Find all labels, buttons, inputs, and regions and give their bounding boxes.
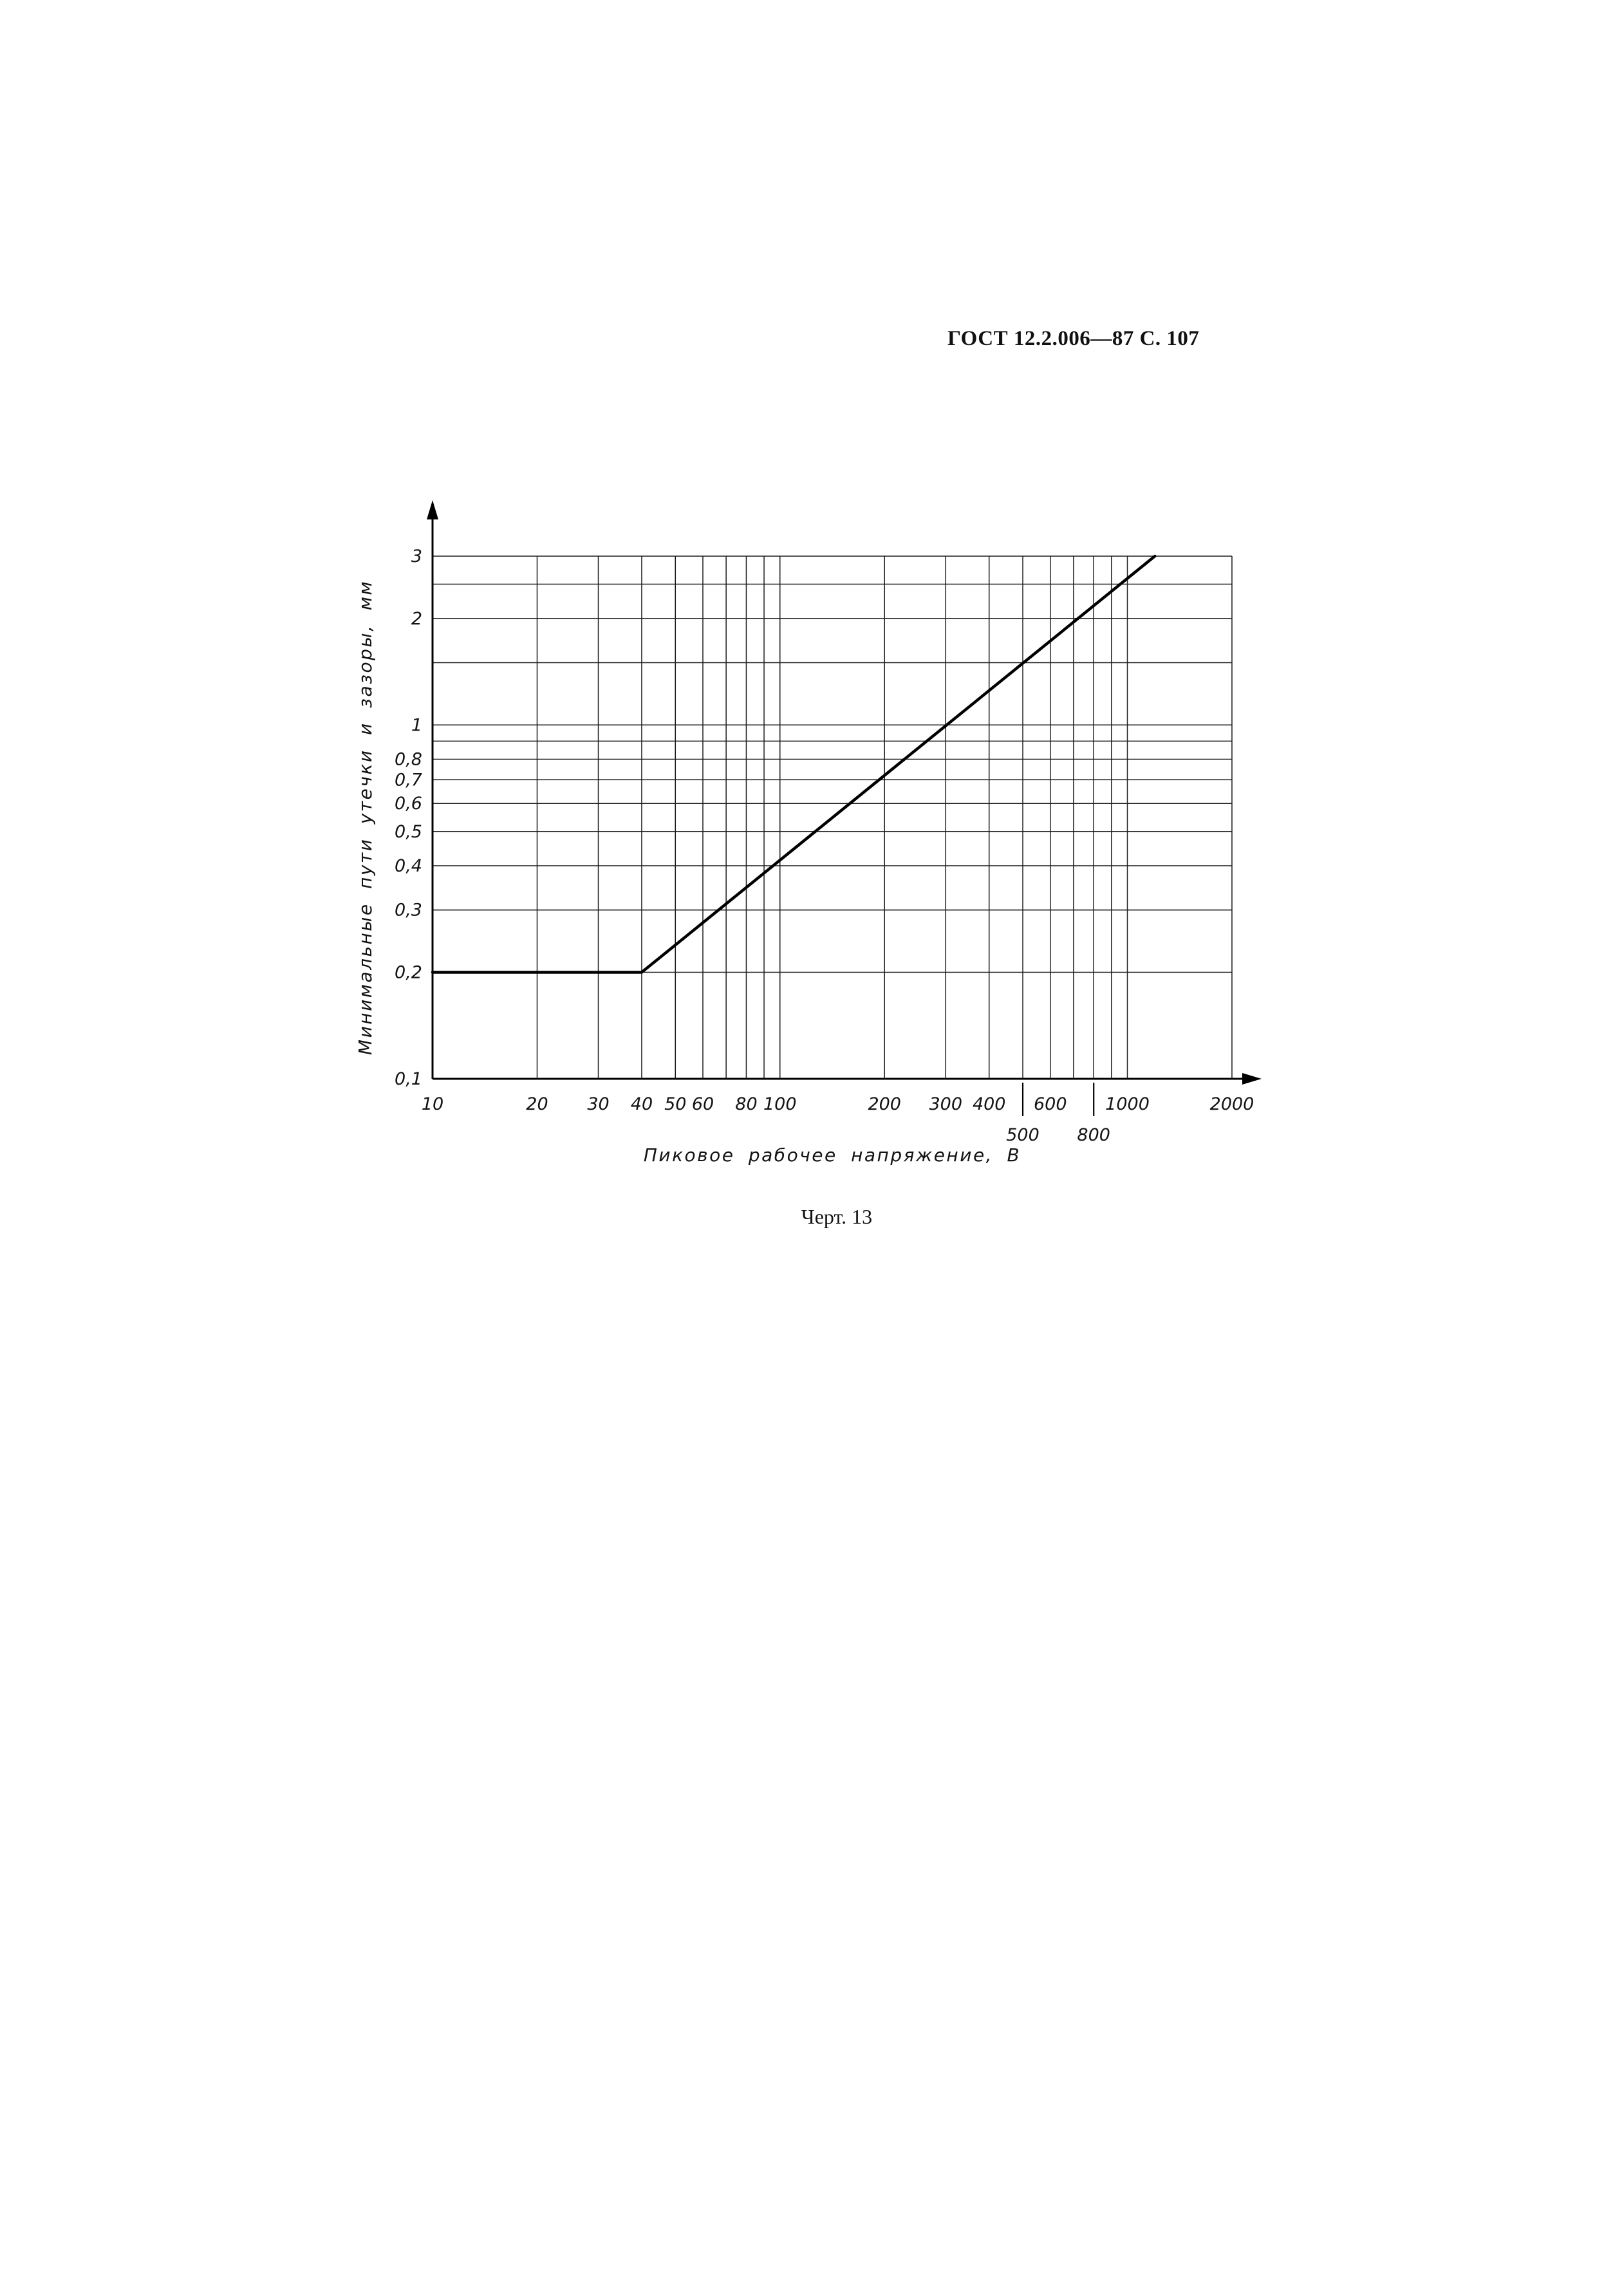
y-tick-label: 0,8	[395, 750, 422, 770]
x-axis-title: Пиковое рабочее напряжение, В	[644, 1144, 1021, 1166]
y-tick-label: 3	[411, 546, 422, 566]
x-tick-label: 300	[929, 1094, 963, 1114]
y-axis-title: Минимальные пути утечки и зазоры, мм	[355, 580, 376, 1055]
document-header: ГОСТ 12.2.006—87 С. 107	[947, 327, 1200, 350]
x-axis-arrow-icon	[1242, 1073, 1262, 1085]
x-tick-label: 80	[735, 1094, 757, 1114]
x-tick-label: 100	[763, 1094, 797, 1114]
x-tick-label: 800	[1077, 1125, 1110, 1145]
y-axis-arrow-icon	[427, 500, 438, 519]
y-tick-label: 0,7	[395, 770, 422, 790]
x-tick-label: 600	[1034, 1094, 1067, 1114]
x-tick-label: 20	[526, 1094, 548, 1114]
x-tick-label: 50	[664, 1094, 686, 1114]
y-tick-label: 0,2	[395, 963, 422, 983]
y-tick-label: 0,1	[395, 1069, 422, 1089]
x-tick-label: 60	[692, 1094, 714, 1114]
y-tick-label: 0,4	[395, 856, 422, 876]
y-tick-label: 0,5	[395, 822, 422, 842]
x-tick-label: 1000	[1105, 1094, 1150, 1114]
x-tick-label: 2000	[1210, 1094, 1254, 1114]
x-tick-label: 30	[587, 1094, 609, 1114]
x-tick-label: 400	[973, 1094, 1006, 1114]
y-tick-label: 0,3	[395, 901, 422, 920]
creepage-distance-curve	[431, 554, 1157, 974]
figure-caption: Черт. 13	[801, 1205, 873, 1228]
x-tick-label: 500	[1006, 1125, 1039, 1145]
x-tick-label: 200	[868, 1094, 901, 1114]
y-tick-label: 2	[411, 609, 422, 629]
x-tick-label: 10	[422, 1094, 443, 1114]
y-tick-label: 1	[411, 715, 422, 735]
y-tick-label: 0,6	[395, 794, 422, 814]
x-tick-label: 40	[631, 1094, 653, 1114]
